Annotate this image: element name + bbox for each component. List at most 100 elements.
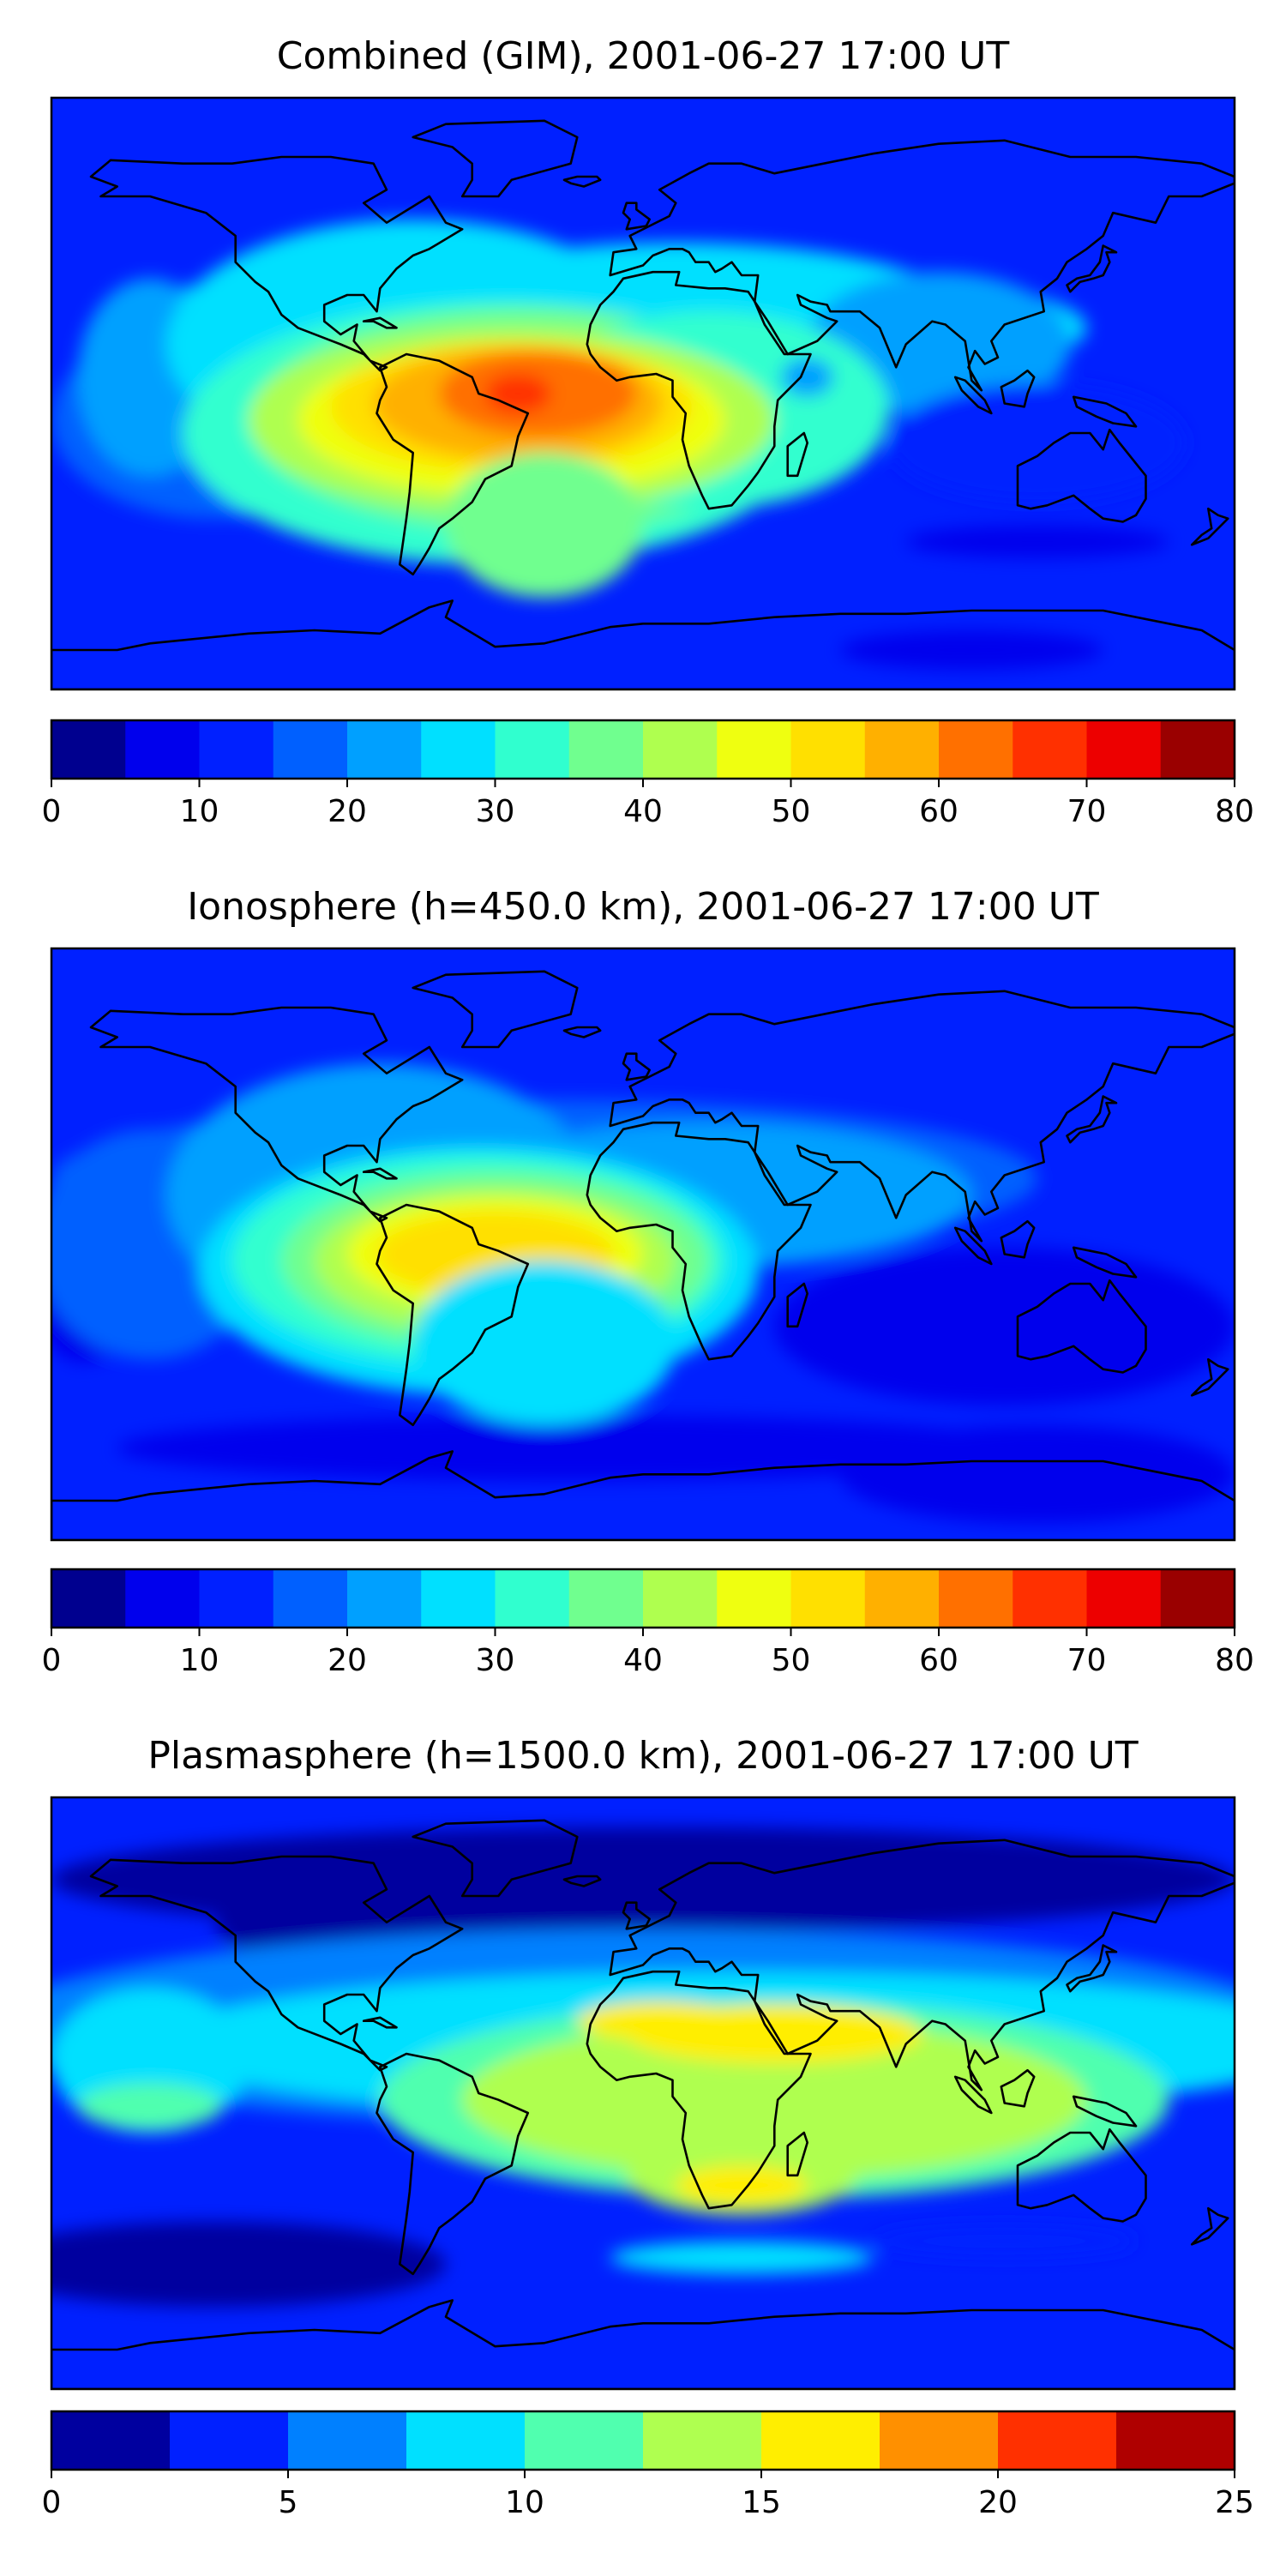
colorbar-segment bbox=[790, 720, 866, 779]
colorbar-segment bbox=[51, 2411, 171, 2470]
coastline-new-zealand bbox=[1190, 1357, 1229, 1397]
colorbar-segment bbox=[1160, 1569, 1235, 1628]
colorbar-tick-label: 10 bbox=[505, 2485, 544, 2520]
coastline-south-america bbox=[376, 1203, 530, 1427]
colorbar-tick-label: 20 bbox=[978, 2485, 1018, 2520]
colorbar-tick-label: 40 bbox=[623, 794, 663, 829]
contour-region bbox=[412, 1261, 676, 1425]
colorbar-segment bbox=[717, 720, 792, 779]
colorbar-segment bbox=[125, 1569, 201, 1628]
colorbar-segment bbox=[643, 1569, 718, 1628]
colorbar-tick-label: 60 bbox=[919, 794, 958, 829]
colorbar-tick-label: 20 bbox=[328, 794, 367, 829]
contour-region bbox=[446, 453, 643, 598]
coastline-south-america bbox=[376, 2052, 530, 2276]
coastline-madagascar bbox=[786, 1282, 808, 1328]
contour-region bbox=[610, 2241, 874, 2274]
colorbar-tick-label: 5 bbox=[279, 2485, 298, 2520]
colorbar: 0 10 20 30 40 50 60 70 80 bbox=[42, 1568, 1254, 1678]
panel-1: Combined (GIM), 2001-06-27 17:00 UT 0 10 20… bbox=[42, 34, 1254, 829]
coastlines bbox=[51, 119, 1235, 689]
colorbar-segment bbox=[1086, 1569, 1162, 1628]
coastlines bbox=[51, 1819, 1235, 2389]
coastline-australia bbox=[1016, 2128, 1147, 2223]
colorbar-tick-label: 80 bbox=[1215, 794, 1254, 829]
panel-title: Ionosphere (h=450.0 km), 2001-06-27 17:0… bbox=[187, 885, 1099, 929]
coastline-new-guinea bbox=[1072, 1246, 1138, 1279]
colorbar-segment bbox=[421, 720, 496, 779]
colorbar-tick-label: 0 bbox=[42, 794, 62, 829]
coastline-borneo bbox=[1000, 1219, 1036, 1259]
coastline-north-america bbox=[89, 1006, 464, 1223]
colorbar-segment bbox=[51, 720, 126, 779]
coastline-eurasia bbox=[609, 139, 1235, 392]
colorbar-tick-label: 10 bbox=[180, 794, 219, 829]
coastline-new-zealand bbox=[1190, 2206, 1229, 2246]
colorbar-tick-label: 25 bbox=[1215, 2485, 1254, 2520]
coastline-borneo bbox=[1000, 369, 1036, 408]
contour-region bbox=[676, 2165, 808, 2206]
colorbar: 0 5 10 15 20 25 bbox=[42, 2410, 1254, 2520]
colorbar-segment bbox=[939, 1569, 1013, 1628]
coastline-antarctica bbox=[51, 1450, 1235, 1540]
colorbar-segment bbox=[495, 1569, 570, 1628]
colorbar-segment bbox=[717, 1569, 792, 1628]
colorbar-tick-label: 80 bbox=[1215, 1643, 1254, 1678]
colorbar-segment bbox=[1013, 1569, 1088, 1628]
colorbar-tick-label: 50 bbox=[772, 794, 811, 829]
colorbar-segment bbox=[864, 720, 940, 779]
colorbar-tick-label: 20 bbox=[328, 1643, 367, 1678]
coastline-australia bbox=[1016, 1279, 1147, 1374]
colorbar-segment bbox=[998, 2411, 1117, 2470]
coastline-sumatra bbox=[953, 2075, 993, 2115]
contour-region bbox=[781, 357, 834, 397]
colorbar-segment bbox=[125, 720, 201, 779]
colorbar-segment bbox=[1013, 720, 1088, 779]
coastline-new-zealand bbox=[1190, 507, 1229, 546]
colorbar: 0 10 20 30 40 50 60 70 80 bbox=[42, 719, 1254, 829]
panel-3: Plasmasphere (h=1500.0 km), 2001-06-27 1… bbox=[42, 1734, 1254, 2520]
coastline-new-guinea bbox=[1072, 2095, 1138, 2128]
coastline-antarctica bbox=[51, 2299, 1235, 2389]
map-field bbox=[51, 948, 1235, 1540]
contour-region bbox=[873, 2224, 1136, 2258]
colorbar-segment bbox=[51, 1569, 126, 1628]
colorbar-segment bbox=[421, 1569, 496, 1628]
colorbar-tick-label: 30 bbox=[476, 1643, 515, 1678]
colorbar-segment bbox=[864, 1569, 940, 1628]
colorbar-segment bbox=[288, 2411, 407, 2470]
colorbar-segment bbox=[1086, 720, 1162, 779]
colorbar-segment bbox=[347, 720, 422, 779]
colorbar-tick-label: 40 bbox=[623, 1643, 663, 1678]
coastline-japan bbox=[1066, 1095, 1118, 1144]
colorbar-segment bbox=[568, 720, 644, 779]
coastline-borneo bbox=[1000, 2068, 1036, 2108]
colorbar-segment bbox=[495, 720, 570, 779]
colorbar-segment bbox=[273, 720, 348, 779]
contour-region bbox=[840, 1424, 1235, 1524]
panel-title: Combined (GIM), 2001-06-27 17:00 UT bbox=[277, 34, 1010, 78]
coastline-great-britain bbox=[622, 1901, 651, 1930]
coastline-north-america bbox=[89, 1855, 464, 2072]
coastline-greenland bbox=[412, 970, 579, 1049]
panel-title: Plasmasphere (h=1500.0 km), 2001-06-27 1… bbox=[147, 1734, 1138, 1778]
contour-region bbox=[485, 374, 551, 413]
colorbar-segment bbox=[1116, 2411, 1235, 2470]
colorbar-segment bbox=[347, 1569, 422, 1628]
colorbar-segment bbox=[199, 720, 274, 779]
colorbar-tick-label: 15 bbox=[742, 2485, 781, 2520]
coastline-iceland bbox=[562, 1875, 602, 1887]
colorbar-segment bbox=[880, 2411, 999, 2470]
coastline-japan bbox=[1066, 244, 1118, 293]
coastline-madagascar bbox=[786, 431, 808, 478]
contour-region bbox=[51, 2221, 446, 2308]
colorbar-frame bbox=[50, 2410, 1236, 2471]
coastline-cuba bbox=[362, 2016, 398, 2029]
contour-region bbox=[577, 2043, 972, 2176]
coastline-cuba bbox=[362, 1167, 398, 1180]
colorbar-segment bbox=[406, 2411, 526, 2470]
colorbar-tick-label: 30 bbox=[476, 794, 515, 829]
contour-region bbox=[905, 525, 1169, 558]
